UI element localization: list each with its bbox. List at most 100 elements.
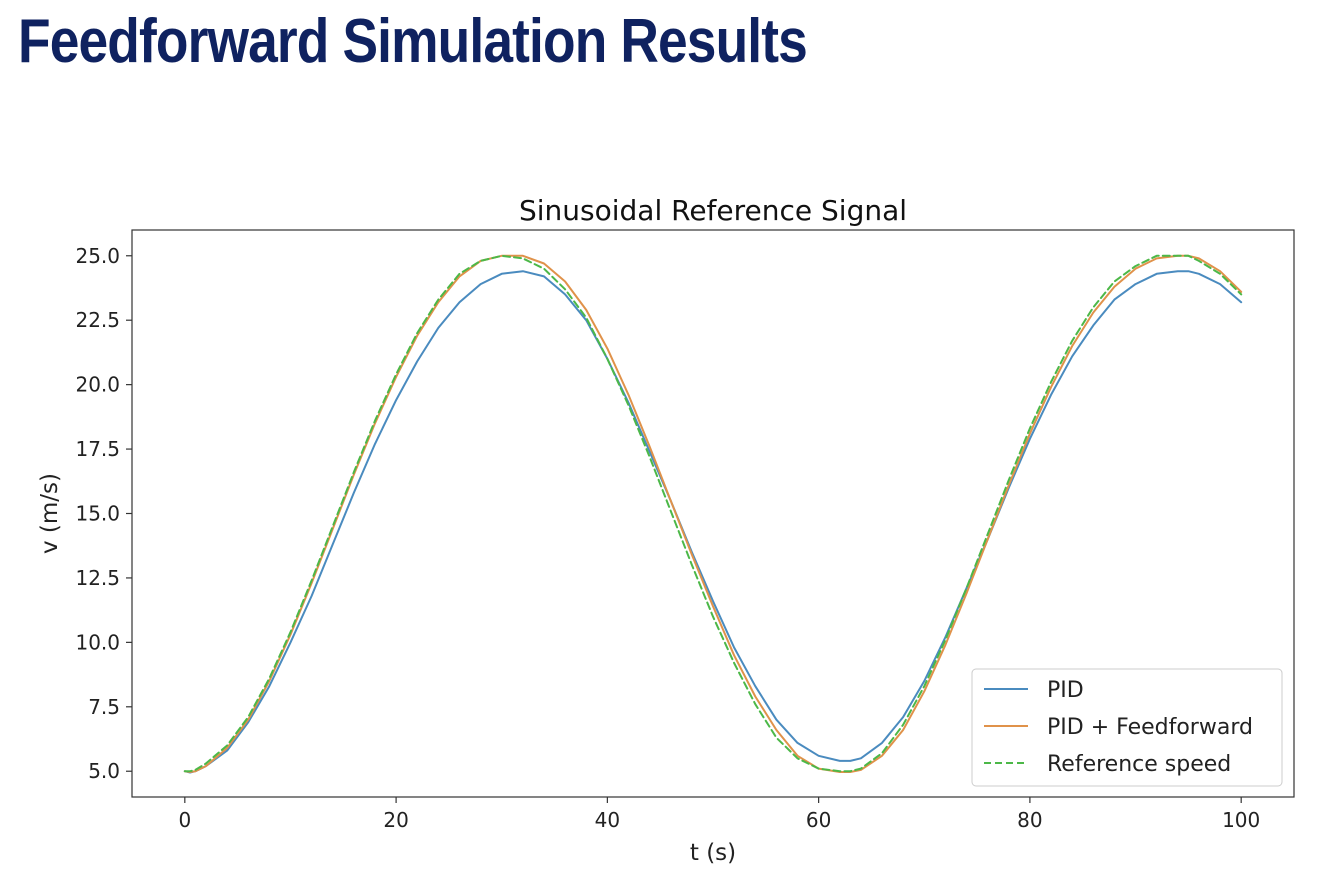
x-tick-label: 100 bbox=[1222, 808, 1260, 832]
data-point bbox=[438, 299, 440, 301]
data-point bbox=[1156, 255, 1158, 257]
data-point bbox=[585, 309, 587, 311]
data-point bbox=[755, 685, 757, 687]
data-point bbox=[1219, 283, 1221, 285]
data-point bbox=[712, 606, 714, 608]
data-point bbox=[290, 631, 292, 633]
data-point bbox=[353, 472, 355, 474]
data-point bbox=[205, 763, 207, 765]
y-tick-label: 20.0 bbox=[75, 373, 120, 397]
y-tick-label: 10.0 bbox=[75, 630, 120, 654]
data-point bbox=[247, 716, 249, 718]
chart-title: Sinusoidal Reference Signal bbox=[519, 194, 907, 227]
legend-label: PID bbox=[1047, 678, 1084, 703]
data-point bbox=[691, 564, 693, 566]
data-point bbox=[332, 544, 334, 546]
data-point bbox=[1219, 270, 1221, 272]
data-point bbox=[1050, 381, 1052, 383]
data-point bbox=[797, 742, 799, 744]
data-point bbox=[628, 405, 630, 407]
data-point bbox=[564, 294, 566, 296]
data-point bbox=[311, 595, 313, 597]
x-tick-label: 0 bbox=[178, 808, 191, 832]
data-point bbox=[987, 539, 989, 541]
data-point bbox=[522, 270, 524, 272]
data-point bbox=[649, 451, 651, 453]
legend-entry-pid-feedforward: PID + Feedforward bbox=[984, 715, 1253, 740]
x-tick-label: 40 bbox=[595, 808, 620, 832]
data-point bbox=[459, 301, 461, 303]
data-point bbox=[1071, 345, 1073, 347]
data-point bbox=[1050, 386, 1052, 388]
data-point bbox=[1008, 484, 1010, 486]
data-point bbox=[1135, 283, 1137, 285]
data-point bbox=[966, 587, 968, 589]
legend-label: Reference speed bbox=[1047, 752, 1231, 777]
data-point bbox=[1188, 270, 1190, 272]
data-point bbox=[776, 729, 778, 731]
data-point bbox=[395, 374, 397, 376]
axis-ticks: 0 20 40 60 80 100 5.0 7.5 10.0 12.5 15.0 17.5 20.0 22… bbox=[75, 244, 1260, 832]
legend-label: PID + Feedforward bbox=[1047, 715, 1253, 740]
data-point bbox=[966, 593, 968, 595]
y-tick-label: 12.5 bbox=[75, 566, 120, 590]
y-tick-label: 17.5 bbox=[75, 437, 120, 461]
data-point bbox=[649, 446, 651, 448]
data-point bbox=[607, 348, 609, 350]
data-point bbox=[1198, 260, 1200, 262]
data-point bbox=[374, 443, 376, 445]
data-point bbox=[353, 492, 355, 494]
data-point bbox=[1188, 255, 1190, 257]
data-point bbox=[1177, 270, 1179, 272]
data-point bbox=[1029, 433, 1031, 435]
x-tick-label: 60 bbox=[806, 808, 831, 832]
data-point bbox=[1071, 356, 1073, 358]
data-point bbox=[1156, 273, 1158, 275]
data-point bbox=[1093, 312, 1095, 314]
legend-entry-reference-speed: Reference speed bbox=[984, 752, 1231, 777]
data-point bbox=[189, 770, 191, 772]
data-point bbox=[184, 770, 186, 772]
data-point bbox=[818, 768, 820, 770]
data-point bbox=[712, 600, 714, 602]
legend-entry-pid: PID bbox=[984, 678, 1084, 703]
data-point bbox=[733, 662, 735, 664]
data-point bbox=[860, 768, 862, 770]
data-point bbox=[881, 742, 883, 744]
data-point bbox=[195, 769, 197, 771]
y-tick-label: 25.0 bbox=[75, 244, 120, 268]
data-point bbox=[755, 703, 757, 705]
data-point bbox=[564, 289, 566, 291]
data-point bbox=[311, 580, 313, 582]
data-point bbox=[1093, 307, 1095, 309]
data-point bbox=[1071, 340, 1073, 342]
data-point bbox=[1135, 268, 1137, 270]
data-point bbox=[776, 737, 778, 739]
data-point bbox=[850, 760, 852, 762]
data-point bbox=[543, 276, 545, 278]
data-point bbox=[670, 510, 672, 512]
data-point bbox=[712, 616, 714, 618]
y-tick-label: 22.5 bbox=[75, 308, 120, 332]
data-point bbox=[205, 765, 207, 767]
data-point bbox=[902, 716, 904, 718]
data-point bbox=[902, 729, 904, 731]
series-reference-speed bbox=[183, 254, 1243, 773]
data-point bbox=[1177, 255, 1179, 257]
series-line-reference-speed bbox=[183, 254, 1243, 773]
data-point bbox=[1050, 394, 1052, 396]
y-tick-label: 7.5 bbox=[88, 695, 120, 719]
data-point bbox=[776, 719, 778, 721]
y-axis-label: v (m/s) bbox=[37, 473, 63, 554]
data-point bbox=[733, 647, 735, 649]
data-point bbox=[818, 755, 820, 757]
y-tick-label: 15.0 bbox=[75, 502, 120, 526]
data-point bbox=[395, 399, 397, 401]
data-point bbox=[1008, 479, 1010, 481]
data-point bbox=[226, 750, 228, 752]
data-point bbox=[902, 724, 904, 726]
data-point bbox=[1093, 325, 1095, 327]
data-point bbox=[1135, 265, 1137, 267]
data-point bbox=[480, 283, 482, 285]
data-point bbox=[585, 317, 587, 319]
